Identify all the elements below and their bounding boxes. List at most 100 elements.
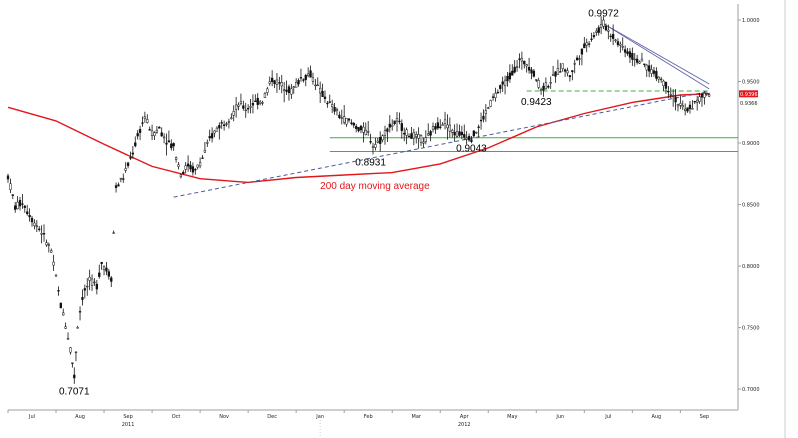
price-bar-body — [28, 214, 31, 218]
price-bar-body — [266, 88, 269, 93]
price-bar-body — [239, 101, 243, 104]
x-year-label: 2012 — [458, 422, 471, 428]
price-bar-body — [136, 133, 139, 137]
price-bar-body — [263, 93, 267, 98]
price-bar-body — [340, 117, 343, 119]
price-bar-body — [681, 105, 684, 108]
price-bar-body — [357, 127, 360, 132]
price-bar-body — [525, 64, 528, 67]
price-bar-body — [232, 111, 235, 116]
price-bar-body — [580, 48, 584, 55]
price-bar-body — [686, 107, 689, 112]
price-bar-body — [648, 65, 651, 72]
price-bar-body — [52, 261, 55, 266]
price-bar-body — [33, 222, 36, 226]
price-bar-body — [472, 130, 476, 137]
price-bar-body — [475, 131, 478, 134]
price-bar-body — [110, 277, 113, 282]
x-month-label: Aug — [75, 414, 85, 420]
x-month-label: Jun — [555, 414, 564, 420]
price-annotation: 0.9423 — [521, 97, 552, 108]
price-bar-body — [364, 130, 367, 136]
price-bar-body — [74, 351, 78, 354]
y-tick-label: 0.9500 — [742, 80, 760, 86]
price-bar-body — [431, 126, 435, 130]
x-year-label: 2011 — [122, 422, 135, 428]
price-bar-body — [643, 63, 646, 65]
price-bar-body — [604, 25, 608, 31]
price-bar-body — [400, 123, 403, 131]
price-bar-body — [246, 108, 250, 110]
y-tick-label: 0.8500 — [742, 203, 760, 209]
price-bar-body — [88, 276, 91, 281]
price-bar-body — [467, 135, 471, 141]
price-bar-body — [520, 57, 524, 62]
price-bar-body — [64, 326, 67, 329]
price-bar-body — [6, 175, 10, 180]
price-bar-body — [160, 132, 163, 137]
price-bar-body — [21, 203, 24, 205]
price-bar-body — [616, 41, 620, 46]
price-bar-body — [319, 87, 322, 94]
price-annotation: 0.9043 — [456, 144, 487, 155]
price-bar-body — [455, 131, 459, 137]
price-bar-body — [321, 91, 324, 98]
price-bar-body — [434, 126, 437, 130]
price-bar-body — [198, 162, 202, 167]
price-bar-body — [273, 80, 276, 85]
x-month-label: May — [507, 414, 517, 420]
price-bar-body — [424, 137, 427, 142]
price-bar-body — [261, 102, 264, 104]
price-bar-body — [441, 124, 444, 126]
price-bar-body — [153, 132, 156, 136]
price-bar-body — [367, 131, 370, 133]
price-bar-body — [268, 81, 271, 84]
price-bar-body — [170, 143, 173, 149]
price-bar-body — [635, 58, 639, 63]
price-bar-body — [258, 101, 262, 104]
price-bar-body — [460, 131, 463, 136]
price-bar-body — [621, 46, 624, 48]
price-bar-body — [688, 104, 692, 109]
price-bar-body — [174, 157, 178, 160]
price-bar-body — [585, 42, 588, 46]
price-bar-body — [362, 126, 365, 133]
price-bar-body — [98, 272, 101, 277]
price-bar-body — [607, 29, 610, 32]
price-bar-body — [355, 126, 358, 129]
price-bar-body — [496, 91, 500, 94]
price-bar-body — [655, 71, 658, 79]
price-bar-body — [479, 119, 483, 122]
price-bar-body — [494, 92, 497, 98]
price-bar-body — [551, 74, 555, 76]
price-bar-body — [439, 126, 442, 128]
price-bar-body — [393, 120, 396, 125]
price-bar-body — [383, 130, 387, 136]
price-bar-body — [611, 34, 615, 39]
price-bar-body — [95, 283, 98, 290]
price-bar-body — [518, 58, 521, 60]
price-bar-body — [208, 136, 211, 139]
price-bar-body — [184, 165, 187, 170]
price-bar-body — [542, 85, 545, 91]
price-bar-body — [338, 114, 341, 119]
price-bar-body — [491, 96, 495, 98]
price-bar-body — [501, 81, 504, 85]
price-bar-body — [669, 94, 672, 96]
last-price-label: 0.9366 — [740, 101, 758, 107]
price-bar-body — [403, 132, 406, 135]
price-bar-body — [662, 80, 665, 87]
price-bar-body — [698, 96, 701, 102]
price-bar-body — [196, 164, 199, 168]
price-bar-body — [350, 122, 353, 124]
price-bar-body — [177, 164, 180, 167]
price-bar-body — [626, 51, 629, 54]
price-bar-body — [458, 131, 461, 136]
price-bar-body — [537, 80, 540, 88]
y-tick-label: 0.7500 — [742, 326, 760, 332]
price-bar-body — [667, 90, 670, 93]
price-annotation: 0.7071 — [59, 386, 90, 397]
price-bar-body — [578, 58, 581, 60]
price-bar-body — [652, 70, 656, 74]
